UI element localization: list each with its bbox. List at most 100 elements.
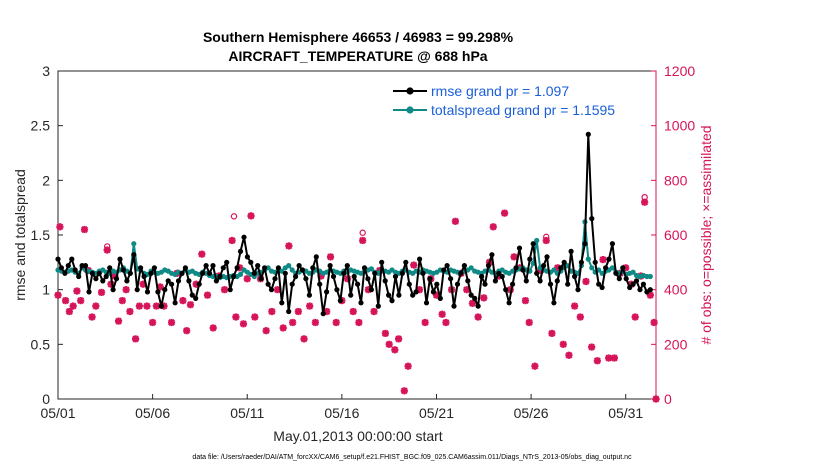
left-tick-label: 0 (42, 391, 50, 407)
left-tick-label: 2 (42, 172, 50, 188)
x-axis: 05/01 05/06 05/11 05/16 05/21 05/26 05/31 (40, 394, 643, 421)
rmse-point (458, 270, 464, 276)
rmse-point (620, 265, 626, 271)
rmse-point (596, 281, 602, 287)
right-tick-label: 800 (664, 172, 688, 188)
rmse-point (551, 300, 557, 306)
legend-rmse-marker (406, 87, 414, 95)
rmse-point (633, 278, 640, 284)
obs-assimilated-marker (326, 253, 335, 261)
rmse-point (217, 273, 223, 280)
rmse-point (76, 273, 82, 280)
rmse-point (427, 276, 433, 282)
obs-assimilated-marker (251, 313, 259, 321)
rmse-point (310, 265, 316, 271)
rmse-point (72, 267, 78, 273)
rmse-point (134, 287, 140, 293)
obs-assimilated-marker (510, 253, 518, 261)
right-tick-label: 400 (664, 282, 688, 298)
rmse-point (351, 273, 357, 280)
rmse-point (327, 263, 333, 269)
rmse-point (306, 292, 312, 298)
rmse-point (606, 256, 612, 262)
chart-title-line1: Southern Hemisphere 46653 / 46983 = 99.2… (203, 29, 514, 45)
obs-assimilated-marker (332, 318, 340, 327)
legend-spread-marker (406, 106, 414, 114)
obs-possible-marker (641, 193, 648, 201)
obs-assimilated-marker (289, 318, 297, 327)
rmse-point (275, 265, 281, 271)
legend: rmse grand pr = 1.097 totalspread grand … (390, 79, 653, 123)
obs-assimilated-marker (118, 297, 126, 305)
totalspread-point (551, 267, 557, 273)
rmse-point (537, 278, 543, 284)
left-axis: 0 0.5 1 1.5 2 2.5 3 (31, 63, 63, 407)
obs-assimilated-marker (239, 320, 248, 328)
rmse-point (599, 284, 605, 291)
rmse-point (396, 292, 402, 298)
right-axis-label: # of obs: o=possible; ×=assimilated (698, 125, 714, 344)
obs-possible-marker (359, 229, 366, 236)
rmse-point (375, 303, 381, 309)
legend-spread-label: totalspread grand pr = 1.1595 (431, 102, 615, 118)
rmse-point (193, 295, 199, 301)
rmse-point (613, 270, 619, 276)
rmse-point (213, 278, 219, 284)
obs-assimilated-marker (525, 318, 533, 327)
obs-assimilated-marker (451, 217, 460, 225)
totalspread-point (468, 265, 474, 271)
obs-assimilated-marker (77, 297, 85, 305)
rmse-point (55, 256, 61, 262)
obs-assimilated-marker (349, 307, 357, 316)
rmse-point (69, 256, 75, 262)
totalspread-point (589, 265, 595, 271)
obs-assimilated-marker (521, 297, 530, 305)
plot-area (57, 70, 657, 400)
rmse-point (413, 289, 419, 295)
rmse-point (86, 289, 92, 295)
rmse-point (151, 265, 157, 271)
obs-assimilated-marker (548, 329, 556, 337)
rmse-point (503, 287, 509, 293)
rmse-point (647, 287, 653, 293)
rmse-point (448, 276, 454, 282)
rmse-point (313, 254, 319, 260)
x-tick-label: 05/26 (514, 405, 549, 421)
rmse-point (251, 270, 257, 276)
obs-assimilated-marker (167, 318, 176, 327)
obs-assimilated-marker (404, 362, 412, 370)
obs-assimilated-marker (247, 212, 255, 220)
obs-assimilated-marker (442, 318, 450, 327)
rmse-point (155, 289, 161, 295)
obs-possible-marker (104, 243, 111, 250)
obs-assimilated-marker (80, 225, 89, 234)
rmse-point (268, 287, 275, 293)
rmse-point (224, 259, 230, 265)
obs-assimilated-marker (355, 318, 363, 327)
rmse-point (523, 278, 529, 284)
totalspread-point (647, 273, 653, 280)
obs-assimilated-marker (359, 236, 367, 245)
totalspread-point (585, 256, 591, 262)
x-axis-label: May.01,2013 00:00:00 start (273, 428, 443, 444)
rmse-point (616, 276, 622, 282)
obs-assimilated-marker (97, 288, 106, 296)
rmse-point (430, 289, 436, 295)
obs-assimilated-marker (395, 335, 403, 343)
rmse-point (506, 300, 512, 306)
rmse-point (513, 265, 519, 271)
obs-assimilated-marker (73, 287, 81, 295)
obs-assimilated-marker (243, 275, 251, 283)
obs-assimilated-marker (385, 340, 393, 348)
rmse-point (348, 292, 354, 298)
obs-assimilated-marker (480, 294, 488, 302)
obs-assimilated-marker (650, 318, 658, 327)
x-tick-label: 05/31 (608, 405, 643, 421)
rmse-point (162, 287, 168, 293)
rmse-point (509, 281, 516, 287)
rmse-point (265, 281, 271, 287)
rmse-point (558, 265, 564, 271)
obs-assimilated-marker (652, 395, 660, 403)
rmse-point (461, 263, 467, 269)
